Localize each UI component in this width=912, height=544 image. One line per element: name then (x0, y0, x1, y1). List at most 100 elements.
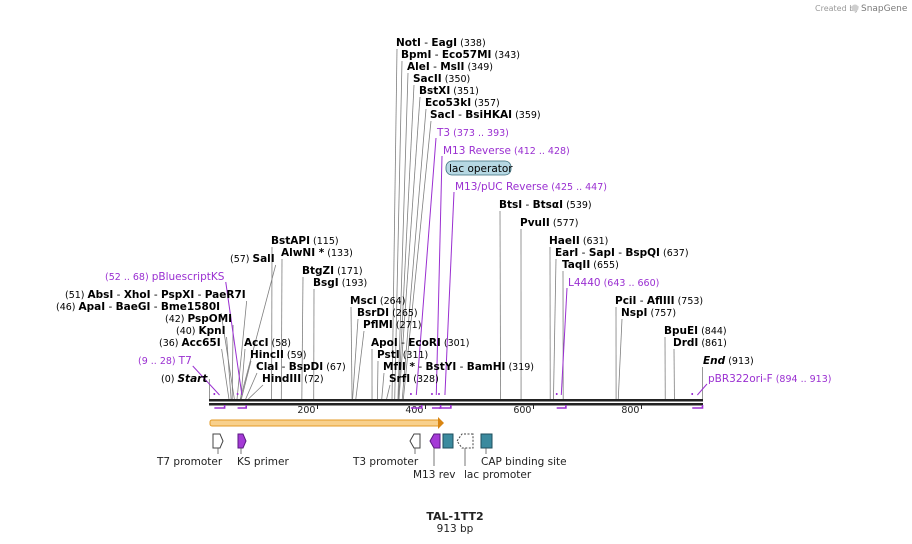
site-leader (236, 300, 248, 400)
primer-label[interactable]: T3 (373 .. 393) (436, 127, 509, 139)
site-text-part: XhoI (124, 289, 151, 301)
backbone-top-strand (209, 399, 703, 402)
site-label[interactable]: BstXI (351) (419, 85, 479, 97)
site-text-part: (115) (310, 236, 339, 247)
site-text: BsrDI (265) (357, 307, 418, 319)
site-text-part: (46) (56, 302, 79, 313)
sequence-backbone (209, 399, 703, 406)
site-label[interactable]: TaqII (655) (562, 259, 619, 271)
site-label[interactable]: AlwNI * (133) (281, 247, 353, 259)
site-label[interactable]: MscI (264) (350, 295, 405, 307)
site-label[interactable]: (40) KpnI (176, 325, 226, 337)
site-label[interactable]: Eco53kI (357) (425, 97, 500, 109)
site-label[interactable]: BpmI - Eco57MI (343) (401, 49, 520, 61)
primer-text: (9 .. 28) T7 (138, 355, 192, 367)
site-text-part: BsgI (313, 277, 339, 289)
feature-label-lac-promoter: lac promoter (464, 469, 532, 481)
site-text: SacI - BsiHKAI (359) (430, 109, 541, 121)
site-text: PvuII (577) (520, 217, 578, 229)
site-text-part: BstXI (419, 85, 450, 97)
primer-pos: (894 .. 913) (773, 374, 832, 385)
primer-label[interactable]: M13 Reverse (412 .. 428) (443, 145, 570, 157)
site-text-part: Acc65I (182, 337, 221, 349)
site-label[interactable]: DrdI (861) (673, 337, 727, 349)
site-leader (355, 330, 365, 400)
primer-label[interactable]: (9 .. 28) T7 (138, 355, 192, 367)
site-label[interactable]: BsrDI (265) (357, 307, 418, 319)
site-text-part: PstI (377, 349, 400, 361)
site-text-part: BspDI (289, 361, 323, 373)
site-label[interactable]: SrfI (328) (389, 373, 439, 385)
site-text: NotI - EagI (338) (396, 37, 486, 49)
site-text-part: (72) (301, 374, 324, 385)
orf-arrow[interactable] (209, 417, 444, 429)
cap-binding-site-glyph[interactable] (480, 433, 493, 449)
t3-promoter-glyph[interactable] (409, 433, 421, 449)
site-leader (248, 384, 264, 400)
ruler-tick-label: 800 (621, 405, 639, 416)
site-label[interactable]: HindIII (72) (262, 373, 324, 385)
site-label[interactable]: (51) AbsI - XhoI - PspXI - PaeR7I (65, 289, 246, 301)
site-label[interactable]: BstAPI (115) (271, 235, 339, 247)
site-text: BsgI (193) (313, 277, 367, 289)
site-text-part: (655) (590, 260, 619, 271)
site-label[interactable]: BtsI - BtsαI (539) (499, 199, 592, 211)
primer-label[interactable]: L4440 (643 .. 660) (568, 277, 659, 289)
site-label[interactable]: (57) SalI (230, 253, 275, 265)
site-label[interactable]: AccI (58) (244, 337, 291, 349)
site-label[interactable]: PstI (311) (377, 349, 428, 361)
site-label[interactable]: BsgI (193) (313, 277, 367, 289)
site-label[interactable]: (36) Acc65I (159, 337, 221, 349)
ks-primer-glyph[interactable] (237, 433, 247, 449)
site-text-part: PspXI (161, 289, 194, 301)
site-label[interactable]: SacII (350) (413, 73, 470, 85)
site-leader (240, 360, 252, 400)
site-label[interactable]: HaeII (631) (549, 235, 608, 247)
primer-label[interactable]: (52 .. 68) pBluescriptKS (105, 271, 225, 283)
site-text-part: DrdI (673, 337, 698, 349)
site-label[interactable]: HincII (59) (250, 349, 306, 361)
site-text: HincII (59) (250, 349, 306, 361)
site-label[interactable]: (42) PspOMI (165, 313, 232, 325)
site-label[interactable]: (46) ApaI - BaeGI - Bme1580I (56, 301, 220, 313)
primer-label[interactable]: pBR322ori-F (894 .. 913) (708, 373, 831, 385)
site-text-part: EcoRI (408, 337, 441, 349)
site-label[interactable]: SacI - BsiHKAI (359) (430, 109, 541, 121)
primer-binding-mark (555, 393, 567, 409)
site-label[interactable]: MfII * - BstYI - BamHI (319) (383, 361, 534, 373)
site-text-part: BpuEI (664, 325, 698, 337)
site-label[interactable]: PvuII (577) (520, 217, 578, 229)
site-text-part: - (615, 247, 625, 259)
site-leader (280, 258, 283, 400)
site-label[interactable]: BpuEI (844) (664, 325, 727, 337)
site-label[interactable]: NotI - EagI (338) (396, 37, 486, 49)
site-text: AlwNI * (133) (281, 247, 353, 259)
lac-promoter-glyph[interactable] (456, 433, 474, 449)
site-label[interactable]: ApoI - EcoRI (301) (371, 337, 469, 349)
lac-operator-box[interactable] (445, 160, 512, 176)
site-label[interactable]: EarI - SapI - BspQI (637) (555, 247, 689, 259)
primer-binding-marks (213, 393, 704, 409)
primer-label[interactable]: M13/pUC Reverse (425 .. 447) (455, 181, 607, 193)
site-label[interactable]: PciI - AflIII (753) (615, 295, 703, 307)
site-label[interactable]: AleI - MslI (349) (407, 61, 493, 73)
site-text: MfII * - BstYI - BamHI (319) (383, 361, 534, 373)
end-label[interactable]: End (913) (703, 355, 754, 367)
site-text-part: (844) (698, 326, 727, 337)
site-text: TaqII (655) (562, 259, 619, 271)
start-label[interactable]: (0) Start (161, 373, 208, 385)
site-label[interactable]: BtgZI (171) (302, 265, 363, 277)
site-text-part: BsiHKAI (465, 109, 512, 121)
site-text-part: AccI (244, 337, 268, 349)
site-label[interactable]: ClaI - BspDI (67) (256, 361, 346, 373)
site-label[interactable]: NspI (757) (621, 307, 676, 319)
site-text-part: HindIII (262, 373, 301, 385)
primer-leader (696, 383, 708, 396)
lac-operator-glyph[interactable] (442, 433, 454, 449)
m13-rev-glyph[interactable] (429, 433, 441, 449)
primer-pos: (425 .. 447) (548, 182, 607, 193)
site-label[interactable]: PflMI (271) (363, 319, 421, 331)
t7-promoter-glyph[interactable] (212, 433, 224, 449)
site-text: BstAPI (115) (271, 235, 339, 247)
